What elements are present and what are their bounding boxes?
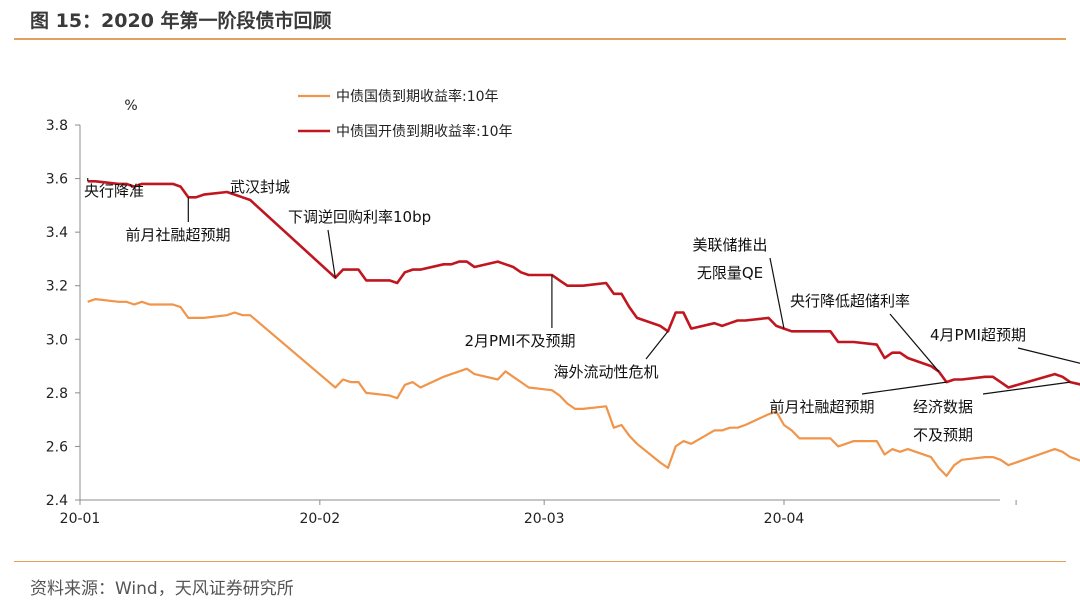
annotation-label: 下调逆回购利率10bp: [288, 208, 431, 226]
y-tick-label: 3.8: [46, 118, 68, 134]
legend-label: 中债国开债到期收益率:10年: [336, 123, 513, 140]
annotation-label: 不及预期: [913, 426, 973, 444]
axes: 2.4 2.6 2.8 3.0 3.2 3.4 3.6 3.8 20-01 20-02 20-03 2…: [46, 98, 1017, 527]
annotation-label: 武汉封城: [230, 178, 290, 196]
bond-yield-line-chart: 2.4 2.6 2.8 3.0 3.2 3.4 3.6 3.8 20-01 20-02 20-03 2…: [46, 88, 1080, 527]
annotation-leader: [982, 381, 1071, 395]
annotation-label: 美联储推出: [692, 236, 767, 254]
annotation-label: 海外流动性危机: [553, 363, 658, 381]
annotation-leader: [645, 330, 669, 360]
y-tick-label: 3.0: [46, 332, 68, 348]
annotation-label: 经济数据: [913, 398, 973, 416]
annotation-leader: [861, 381, 947, 395]
source-note: 资料来源：Wind，天风证券研究所: [30, 579, 294, 599]
y-tick-label: 2.4: [46, 493, 68, 509]
series-line-cdb: [87, 180, 1080, 389]
annotation-label: 央行降准: [84, 182, 144, 200]
y-unit-label: %: [124, 98, 137, 114]
y-tick-label: 3.2: [46, 279, 68, 295]
figure-title: 图 15：2020 年第一阶段债市回顾: [30, 10, 332, 32]
annotation-leader: [327, 229, 336, 278]
y-tick-label: 2.6: [46, 439, 68, 455]
footer-rule: [14, 561, 1066, 562]
x-tick-label: 20-03: [524, 511, 565, 527]
annotation-leader: [1017, 347, 1080, 364]
x-tick-label: 20-04: [764, 511, 805, 527]
annotation-leader: [769, 257, 785, 329]
annotation-label: 前月社融超预期: [769, 398, 874, 416]
series-line-gov: [87, 298, 1080, 477]
title-rule: [14, 38, 1066, 40]
legend-label: 中债国债到期收益率:10年: [336, 88, 499, 105]
annotation-label: 前月社融超预期: [125, 226, 230, 244]
y-tick-label: 2.8: [46, 386, 68, 402]
annotation-leader: [889, 313, 940, 372]
x-tick-label: 20-02: [299, 511, 340, 527]
y-tick-label: 3.6: [46, 172, 68, 188]
series-layer: [87, 180, 1080, 477]
x-tick-label: 20-01: [60, 511, 101, 527]
annotation-label: 4月PMI超预期: [930, 326, 1026, 344]
annotation-label: 无限量QE: [697, 264, 763, 282]
annotation-label: 2月PMI不及预期: [465, 332, 576, 350]
y-tick-label: 3.4: [46, 225, 68, 241]
annotation-label: 央行降低超储利率: [790, 292, 910, 310]
